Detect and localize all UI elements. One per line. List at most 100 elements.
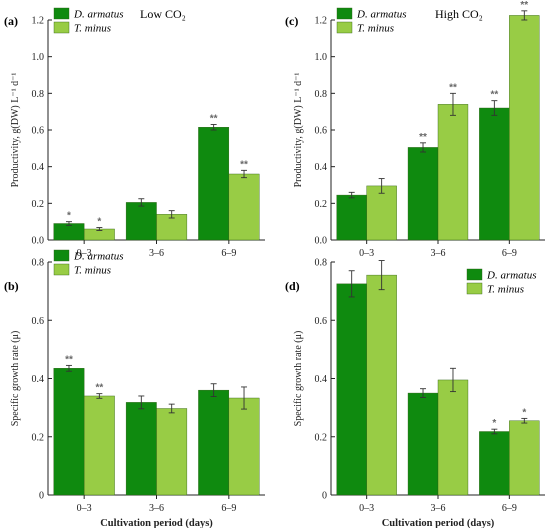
y-tick-label: 0.8: [315, 258, 328, 269]
x-tick-label: 6–9: [221, 503, 236, 514]
bar: [407, 147, 439, 241]
y-tick-label: 0.6: [32, 316, 45, 327]
panel-letter: (b): [4, 279, 19, 293]
x-axis-title: Cultivation period (days): [100, 518, 213, 528]
y-tick-label: 0.4: [315, 162, 328, 173]
legend-label: T. minus: [487, 284, 524, 296]
bar: [437, 379, 469, 496]
y-tick-label: 0.4: [32, 374, 45, 385]
y-tick-label: 0.0: [32, 236, 45, 247]
significance-marker: **: [449, 82, 457, 93]
y-tick-label: 0.8: [32, 89, 45, 100]
x-axis-title: Cultivation period (days): [382, 518, 495, 528]
legend-label: D. armatus: [356, 9, 407, 21]
panel-letter: (d): [285, 279, 300, 293]
x-tick-label: 3–6: [149, 503, 164, 514]
x-tick-label: 6–9: [221, 248, 236, 259]
significance-marker: *: [492, 418, 496, 429]
y-tick-label: 0.6: [32, 126, 45, 137]
chart-panel-a: 0.0 0.2 0.4 0.6 0.8 1.0 1.2 Productivity, g(DW)…: [4, 7, 265, 259]
y-tick-label: 0.2: [32, 432, 45, 443]
legend-label: T. minus: [357, 23, 394, 35]
legend-swatch: [53, 21, 70, 34]
bar: [53, 223, 85, 241]
significance-marker: *: [97, 217, 101, 228]
significance-marker: *: [522, 407, 526, 418]
y-tick-label: 0.4: [315, 374, 328, 385]
y-tick-label: 1.2: [315, 16, 328, 27]
bar: [509, 420, 540, 496]
chart-panel-d: 0 0.2 0.4 0.6 0.8 Specific growth rate (μ) 0–3…: [285, 258, 545, 528]
significance-marker: **: [240, 159, 248, 170]
y-axis-label: Specific growth rate (μ): [293, 331, 304, 427]
y-tick-label: 0.6: [315, 126, 328, 137]
bar: [156, 408, 188, 496]
bar: [198, 389, 230, 496]
legend-swatch: [466, 268, 483, 281]
y-tick-label: 0.2: [315, 199, 328, 210]
legend-swatch: [53, 249, 70, 262]
bar: [479, 107, 510, 241]
y-tick-label: 0.0: [315, 236, 328, 247]
bar: [437, 104, 469, 241]
bar: [479, 431, 510, 496]
bar: [366, 274, 397, 496]
bar: [228, 173, 260, 241]
bar: [407, 392, 439, 496]
significance-marker: **: [520, 0, 528, 11]
y-tick-label: 1.0: [32, 52, 45, 63]
bar: [198, 127, 230, 241]
bar: [336, 194, 367, 241]
legend-swatch: [336, 7, 353, 20]
x-tick-label: 0–3: [77, 248, 92, 259]
significance-marker: **: [210, 114, 218, 125]
legend-swatch: [53, 7, 70, 20]
y-tick-label: 0.2: [32, 199, 45, 210]
x-tick-label: 0–3: [359, 503, 374, 514]
y-axis-label: Productivity, g(DW) L⁻¹ d⁻¹: [10, 73, 21, 188]
bar: [125, 402, 157, 496]
panel-letter: (a): [4, 14, 18, 28]
bar: [125, 202, 157, 241]
legend-label: D. armatus: [486, 270, 537, 282]
y-tick-label: 0.4: [32, 162, 45, 173]
legend-label: T. minus: [74, 265, 111, 277]
y-tick-label: 0: [322, 491, 327, 502]
x-tick-label: 0–3: [359, 248, 374, 259]
y-axis-label: Productivity, g(DW) L⁻¹ d⁻¹: [293, 73, 304, 188]
y-tick-label: 0.8: [315, 89, 328, 100]
significance-marker: *: [67, 211, 71, 222]
y-tick-label: 0.2: [315, 432, 328, 443]
legend-swatch: [53, 263, 70, 276]
y-tick-label: 1.0: [315, 52, 328, 63]
bar: [366, 185, 397, 241]
legend-swatch: [466, 282, 483, 295]
significance-marker: **: [95, 383, 103, 394]
bar: [83, 395, 115, 496]
y-tick-label: 1.2: [32, 16, 45, 27]
y-axis-label: Specific growth rate (μ): [10, 331, 21, 427]
significance-marker: **: [490, 90, 498, 101]
significance-marker: **: [419, 132, 427, 143]
significance-marker: **: [65, 354, 73, 365]
x-tick-label: 0–3: [77, 503, 92, 514]
bar: [53, 368, 85, 496]
y-tick-label: 0: [39, 491, 44, 502]
bar: [228, 397, 260, 496]
legend-label: D. armatus: [73, 251, 124, 263]
x-tick-label: 3–6: [149, 248, 164, 259]
legend-label: D. armatus: [73, 9, 124, 21]
y-tick-label: 0.8: [32, 258, 45, 269]
bar: [509, 15, 540, 241]
bar: [156, 214, 188, 241]
panel-letter: (c): [285, 14, 298, 28]
x-tick-label: 3–6: [431, 248, 446, 259]
chart-panel-b: 0 0.2 0.4 0.6 0.8 Specific growth rate (μ) 0–3…: [4, 249, 265, 528]
bar: [336, 283, 367, 496]
chart-panel-c: 0.0 0.2 0.4 0.6 0.8 1.0 1.2 Productivity, g(DW)…: [285, 0, 545, 259]
x-tick-label: 3–6: [431, 503, 446, 514]
x-tick-label: 6–9: [502, 503, 517, 514]
legend-label: T. minus: [74, 23, 111, 35]
condition-label: Low CO₂: [140, 7, 186, 21]
